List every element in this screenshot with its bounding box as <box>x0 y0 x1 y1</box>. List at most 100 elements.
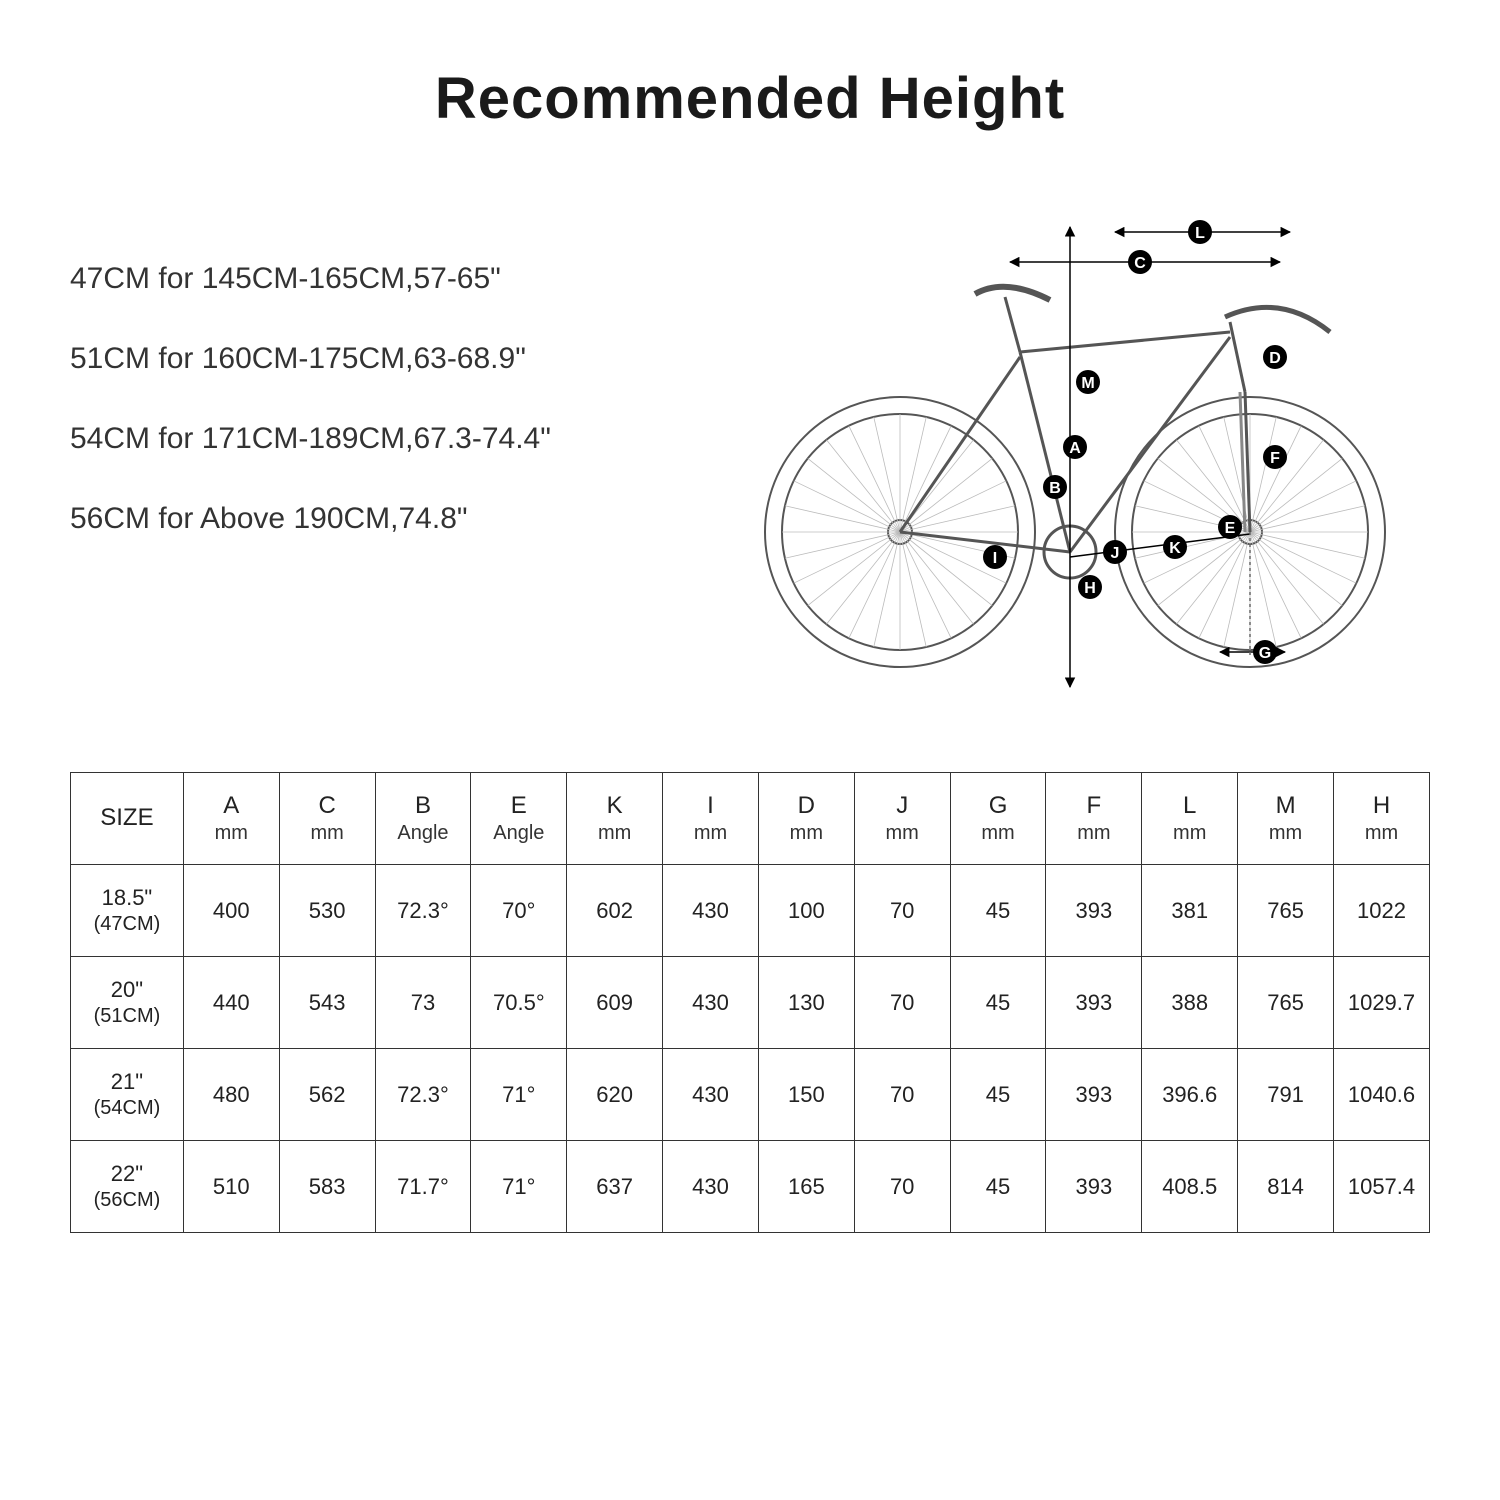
value-cell: 1040.6 <box>1333 1049 1429 1141</box>
value-cell: 165 <box>758 1141 854 1233</box>
geom-label-C: C <box>1128 250 1152 274</box>
geom-label-A: A <box>1063 435 1087 459</box>
svg-text:I: I <box>993 550 997 567</box>
column-header: SIZE <box>71 773 184 865</box>
value-cell: 1057.4 <box>1333 1141 1429 1233</box>
svg-text:H: H <box>1084 580 1096 597</box>
value-cell: 620 <box>567 1049 663 1141</box>
value-cell: 530 <box>279 865 375 957</box>
column-header: Cmm <box>279 773 375 865</box>
size-cell: 22"(56CM) <box>71 1141 184 1233</box>
value-cell: 602 <box>567 865 663 957</box>
geom-label-L: L <box>1188 220 1212 244</box>
value-cell: 72.3° <box>375 865 471 957</box>
value-cell: 393 <box>1046 957 1142 1049</box>
table-row: 20"(51CM)4405437370.5°609430130704539338… <box>71 957 1430 1049</box>
value-cell: 71° <box>471 1049 567 1141</box>
svg-text:A: A <box>1069 440 1081 457</box>
value-cell: 70 <box>854 957 950 1049</box>
value-cell: 45 <box>950 1049 1046 1141</box>
geom-label-D: D <box>1263 345 1287 369</box>
value-cell: 45 <box>950 957 1046 1049</box>
value-cell: 583 <box>279 1141 375 1233</box>
value-cell: 45 <box>950 865 1046 957</box>
table-header-row: SIZEAmmCmmBAngleEAngleKmmImmDmmJmmGmmFmm… <box>71 773 1430 865</box>
column-header: Amm <box>183 773 279 865</box>
geom-label-I: I <box>983 545 1007 569</box>
value-cell: 562 <box>279 1049 375 1141</box>
value-cell: 45 <box>950 1141 1046 1233</box>
value-cell: 1029.7 <box>1333 957 1429 1049</box>
value-cell: 430 <box>663 1049 759 1141</box>
column-header: Gmm <box>950 773 1046 865</box>
value-cell: 440 <box>183 957 279 1049</box>
geom-label-M: M <box>1076 370 1100 394</box>
value-cell: 70° <box>471 865 567 957</box>
svg-text:D: D <box>1269 350 1281 367</box>
size-cell: 20"(51CM) <box>71 957 184 1049</box>
value-cell: 393 <box>1046 1141 1142 1233</box>
value-cell: 381 <box>1142 865 1238 957</box>
value-cell: 70.5° <box>471 957 567 1049</box>
svg-text:E: E <box>1225 520 1236 537</box>
value-cell: 396.6 <box>1142 1049 1238 1141</box>
geom-label-F: F <box>1263 445 1287 469</box>
recommendation-line: 51CM for 160CM-175CM,63-68.9" <box>70 342 710 376</box>
svg-text:G: G <box>1259 645 1271 662</box>
geometry-table: SIZEAmmCmmBAngleEAngleKmmImmDmmJmmGmmFmm… <box>70 772 1430 1233</box>
value-cell: 765 <box>1238 865 1334 957</box>
value-cell: 609 <box>567 957 663 1049</box>
table-row: 22"(56CM)51058371.7°71°63743016570453934… <box>71 1141 1430 1233</box>
value-cell: 765 <box>1238 957 1334 1049</box>
value-cell: 543 <box>279 957 375 1049</box>
recommendation-list: 47CM for 145CM-165CM,57-65" 51CM for 160… <box>70 182 710 582</box>
value-cell: 73 <box>375 957 471 1049</box>
column-header: EAngle <box>471 773 567 865</box>
value-cell: 400 <box>183 865 279 957</box>
geom-label-J: J <box>1103 540 1127 564</box>
geom-label-H: H <box>1078 575 1102 599</box>
value-cell: 791 <box>1238 1049 1334 1141</box>
column-header: Hmm <box>1333 773 1429 865</box>
recommendation-line: 54CM for 171CM-189CM,67.3-74.4" <box>70 422 710 456</box>
value-cell: 430 <box>663 865 759 957</box>
recommendation-line: 47CM for 145CM-165CM,57-65" <box>70 262 710 296</box>
svg-text:L: L <box>1195 225 1205 242</box>
value-cell: 71° <box>471 1141 567 1233</box>
value-cell: 393 <box>1046 1049 1142 1141</box>
recommendation-line: 56CM for Above 190CM,74.8" <box>70 502 710 536</box>
value-cell: 408.5 <box>1142 1141 1238 1233</box>
geom-label-B: B <box>1043 475 1067 499</box>
value-cell: 814 <box>1238 1141 1334 1233</box>
value-cell: 70 <box>854 865 950 957</box>
value-cell: 480 <box>183 1049 279 1141</box>
svg-text:B: B <box>1049 480 1061 497</box>
svg-text:M: M <box>1081 375 1094 392</box>
size-cell: 21"(54CM) <box>71 1049 184 1141</box>
column-header: Dmm <box>758 773 854 865</box>
bike-geometry-diagram: L C M A B D F E K J H I G <box>710 182 1430 702</box>
column-header: Kmm <box>567 773 663 865</box>
value-cell: 393 <box>1046 865 1142 957</box>
table-row: 18.5"(47CM)40053072.3°70°602430100704539… <box>71 865 1430 957</box>
value-cell: 130 <box>758 957 854 1049</box>
value-cell: 1022 <box>1333 865 1429 957</box>
svg-text:C: C <box>1134 255 1146 272</box>
geom-label-K: K <box>1163 535 1187 559</box>
value-cell: 72.3° <box>375 1049 471 1141</box>
svg-text:K: K <box>1169 540 1181 557</box>
column-header: Mmm <box>1238 773 1334 865</box>
column-header: Imm <box>663 773 759 865</box>
svg-text:F: F <box>1270 450 1280 467</box>
page-title: Recommended Height <box>70 65 1430 132</box>
value-cell: 430 <box>663 1141 759 1233</box>
value-cell: 71.7° <box>375 1141 471 1233</box>
value-cell: 70 <box>854 1141 950 1233</box>
column-header: Jmm <box>854 773 950 865</box>
geom-label-E: E <box>1218 515 1242 539</box>
size-cell: 18.5"(47CM) <box>71 865 184 957</box>
geom-label-G: G <box>1253 640 1277 664</box>
bike-svg: L C M A B D F E K J H I G <box>720 182 1420 702</box>
value-cell: 70 <box>854 1049 950 1141</box>
column-header: BAngle <box>375 773 471 865</box>
